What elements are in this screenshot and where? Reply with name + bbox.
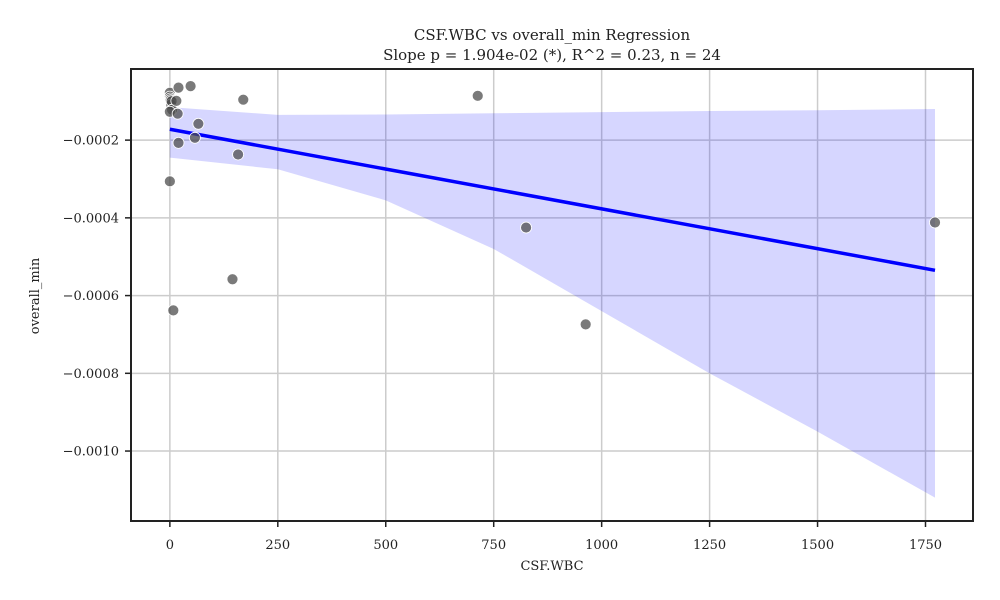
data-point bbox=[471, 89, 484, 102]
data-point bbox=[237, 93, 250, 106]
regression-line bbox=[169, 127, 936, 273]
y-tick-label: −0.0002 bbox=[63, 134, 119, 149]
y-tick-label: −0.0004 bbox=[63, 211, 119, 226]
x-tick-label: 500 bbox=[373, 538, 398, 553]
confidence-band-group bbox=[169, 107, 936, 498]
y-tick-label: −0.0010 bbox=[63, 445, 119, 460]
x-tick-label: 1750 bbox=[909, 538, 942, 553]
data-point bbox=[171, 107, 184, 120]
x-tick-label: 1500 bbox=[801, 538, 834, 553]
data-point bbox=[189, 131, 201, 144]
x-tick-label: 250 bbox=[265, 538, 290, 553]
x-tick-label: 1250 bbox=[693, 538, 726, 553]
grid-lines bbox=[131, 69, 973, 521]
data-point bbox=[226, 273, 239, 286]
data-point bbox=[167, 304, 180, 317]
data-point bbox=[929, 216, 941, 229]
x-tick-label: 1000 bbox=[585, 538, 618, 553]
x-tick-label: 0 bbox=[166, 538, 174, 553]
data-point bbox=[192, 117, 205, 130]
data-point bbox=[172, 81, 185, 94]
y-axis-ticks: −0.0010 −0.0008 −0.0006 −0.0004 −0.0002 bbox=[63, 134, 131, 460]
y-tick-label: −0.0008 bbox=[63, 367, 119, 382]
data-point bbox=[232, 148, 244, 161]
data-point bbox=[579, 318, 592, 331]
data-point bbox=[172, 136, 185, 149]
x-axis-label: CSF.WBC bbox=[520, 559, 583, 574]
x-tick-label: 750 bbox=[481, 538, 506, 553]
y-axis-label: overall_min bbox=[28, 257, 43, 334]
data-point bbox=[184, 80, 197, 93]
regression-line-group bbox=[169, 127, 936, 273]
x-axis-ticks: 0 250 500 750 1000 1250 1500 1750 bbox=[166, 521, 942, 553]
y-tick-label: −0.0006 bbox=[63, 289, 119, 304]
data-point bbox=[520, 221, 532, 234]
chart-title: CSF.WBC vs overall_min Regression bbox=[414, 26, 691, 44]
data-point bbox=[170, 94, 183, 107]
chart-subtitle: Slope p = 1.904e-02 (*), R^2 = 0.23, n =… bbox=[383, 46, 721, 64]
confidence-band bbox=[169, 107, 936, 498]
scatter-points bbox=[163, 80, 941, 331]
data-point bbox=[163, 175, 176, 188]
